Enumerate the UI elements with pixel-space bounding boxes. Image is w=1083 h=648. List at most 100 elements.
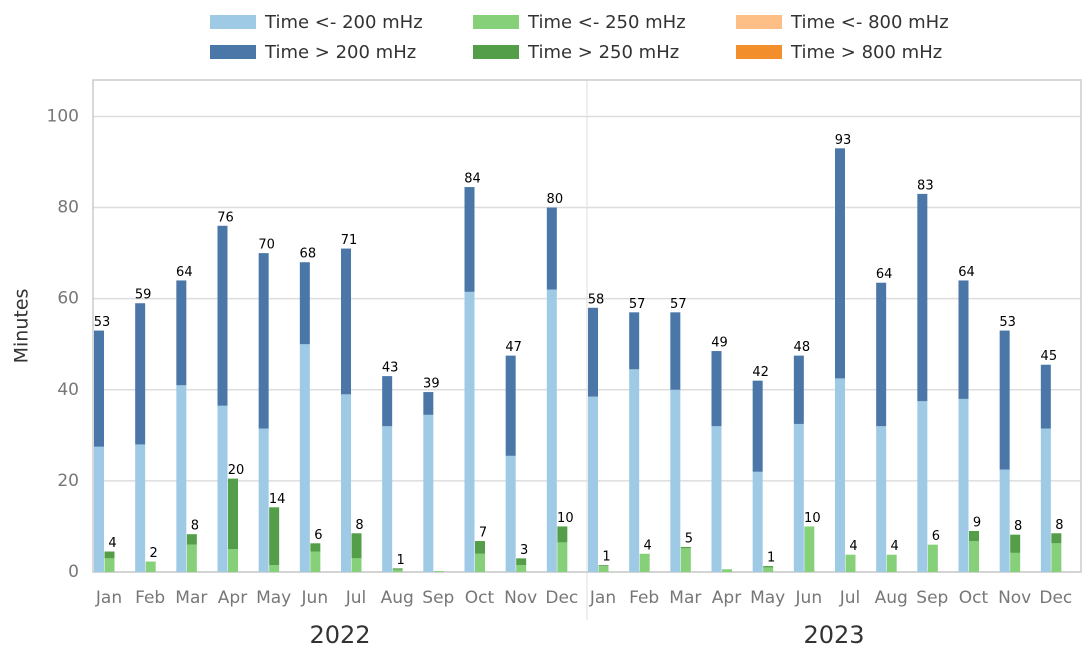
x-tick-label: May xyxy=(256,588,291,608)
bar-segment xyxy=(228,478,238,550)
total-label: 20 xyxy=(228,463,245,478)
bar-segment xyxy=(752,471,763,572)
x-tick-label: Jan xyxy=(589,588,616,608)
bar-segment xyxy=(258,253,269,429)
total-label: 68 xyxy=(300,247,317,262)
legend-swatch xyxy=(473,45,519,59)
bar-segment xyxy=(793,355,804,424)
bar-segment xyxy=(269,507,280,566)
bar-segment xyxy=(876,426,887,572)
y-tick-label: 60 xyxy=(57,289,79,309)
bar-segment xyxy=(670,389,681,572)
bar-segment xyxy=(1040,428,1051,572)
bar-segment xyxy=(546,289,557,572)
bar-segment xyxy=(711,351,722,427)
bar-segment xyxy=(876,282,887,427)
bar-segment xyxy=(94,446,104,572)
x-tick-label: Jan xyxy=(95,588,122,608)
bar-segment xyxy=(969,531,979,542)
bar-segment xyxy=(505,355,516,456)
total-label: 48 xyxy=(794,340,811,355)
total-label: 14 xyxy=(269,492,286,507)
x-tick-label: Sep xyxy=(422,588,454,608)
bar-segment xyxy=(475,553,485,572)
legend-swatch xyxy=(736,45,782,59)
total-label: 39 xyxy=(423,377,440,392)
bar-segment xyxy=(763,566,774,568)
total-label: 58 xyxy=(588,292,605,307)
bar-segment xyxy=(382,376,393,427)
x-tick-label: Sep xyxy=(916,588,948,608)
bar-segment xyxy=(475,541,485,554)
legend-swatch xyxy=(210,45,256,59)
bar-segment xyxy=(135,444,146,572)
x-tick-label: Aug xyxy=(875,588,908,608)
bar-segment xyxy=(927,544,938,572)
bar-segment xyxy=(969,541,979,572)
bar-segment xyxy=(310,543,321,552)
y-tick-label: 80 xyxy=(57,198,79,218)
x-tick-label: Feb xyxy=(135,588,165,608)
total-label: 83 xyxy=(917,178,934,193)
bar-segment xyxy=(958,280,969,399)
bar-segment xyxy=(670,312,681,390)
legend-label: Time > 800 mHz xyxy=(790,42,942,63)
x-tick-label: Aug xyxy=(381,588,414,608)
bar-segment xyxy=(557,542,568,572)
bar-segment xyxy=(999,469,1010,572)
bar-segment xyxy=(433,571,444,572)
total-label: 5 xyxy=(685,531,693,546)
x-tick-label: Mar xyxy=(669,588,701,608)
bar-segment xyxy=(629,369,640,572)
bar-segment xyxy=(516,558,527,566)
bar-segment xyxy=(711,426,722,572)
legend-label: Time <- 250 mHz xyxy=(527,12,686,33)
group-label: 2022 xyxy=(309,621,370,648)
bar-segment xyxy=(1040,364,1051,429)
bar-segment xyxy=(423,414,434,572)
bar-segment xyxy=(722,569,732,572)
bar-segment xyxy=(598,565,609,567)
bar-segment xyxy=(629,312,640,370)
total-label: 9 xyxy=(973,516,981,531)
bar-segment xyxy=(341,248,351,395)
bar-segment xyxy=(382,426,393,572)
bar-segment xyxy=(351,533,362,559)
total-label: 10 xyxy=(804,511,821,526)
total-label: 93 xyxy=(835,133,852,148)
total-label: 45 xyxy=(1041,349,1058,364)
x-tick-label: Apr xyxy=(712,588,741,608)
bar-segment xyxy=(310,551,321,572)
bar-segment xyxy=(588,307,598,397)
bar-segment xyxy=(639,553,650,572)
total-label: 8 xyxy=(191,519,199,534)
bar-segment xyxy=(341,394,351,572)
x-tick-label: Nov xyxy=(504,588,537,608)
bar-segment xyxy=(1010,552,1021,572)
bar-segment xyxy=(557,526,568,543)
bar-segment xyxy=(845,554,856,572)
total-label: 1 xyxy=(767,551,775,566)
bar-segment xyxy=(423,392,434,415)
x-tick-label: Jun xyxy=(795,588,823,608)
total-label: 57 xyxy=(629,297,646,312)
x-tick-label: Feb xyxy=(629,588,659,608)
bar-segment xyxy=(1010,534,1021,553)
bar-segment xyxy=(217,405,228,572)
bar-segment xyxy=(598,566,609,572)
bar-segment xyxy=(228,549,238,572)
y-tick-label: 40 xyxy=(57,380,79,400)
x-tick-label: Jul xyxy=(345,588,367,608)
legend-label: Time <- 800 mHz xyxy=(790,12,949,33)
total-label: 1 xyxy=(397,553,405,568)
legend-label: Time > 250 mHz xyxy=(527,42,679,63)
y-tick-label: 0 xyxy=(68,562,79,582)
group-label: 2023 xyxy=(803,621,864,648)
bar-segment xyxy=(752,380,763,472)
total-label: 64 xyxy=(176,265,193,280)
bar-segment xyxy=(392,568,403,570)
plot-border xyxy=(92,79,1082,573)
bar-segment xyxy=(299,262,310,345)
bar-segment xyxy=(793,423,804,572)
